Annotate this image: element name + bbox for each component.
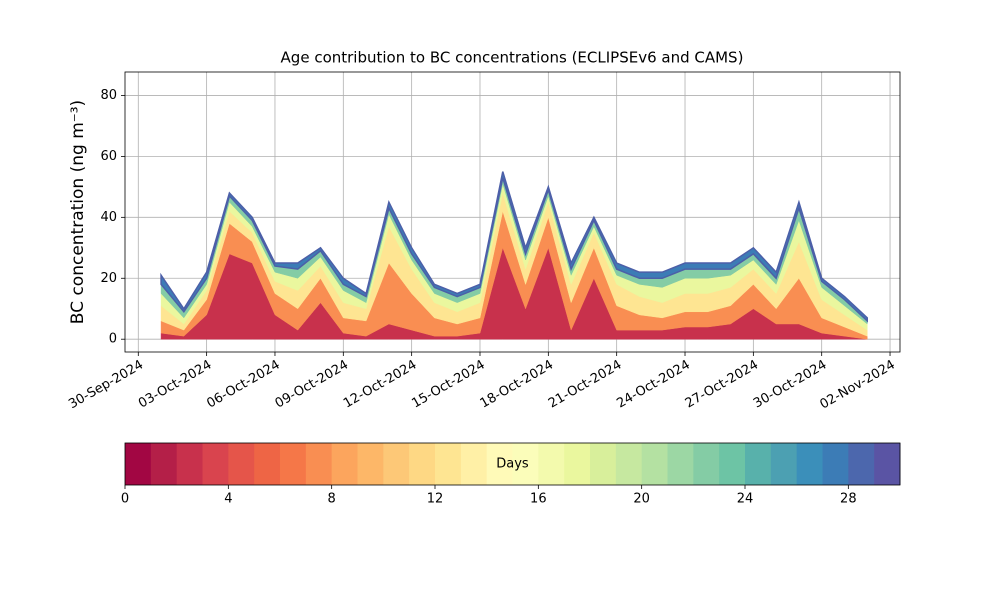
colorbar-cell [305,443,333,485]
colorbar-tick-label: 8 [328,492,336,507]
colorbar-cell [150,443,178,485]
colorbar-cell [512,443,539,485]
colorbar-tick-label: 28 [840,492,857,507]
colorbar-tick-label: 0 [121,492,129,507]
colorbar-cell [383,443,410,485]
x-tick-label: 18-Oct-2024 [478,358,556,412]
colorbar-cell [254,443,281,485]
colorbar-cell [357,443,384,485]
x-tick-label: 09-Oct-2024 [273,358,351,412]
colorbar-cell [202,443,229,485]
colorbar-cell [460,443,488,485]
x-tick-label: 12-Oct-2024 [341,358,419,412]
colorbar-cell [615,443,643,485]
colorbar-cell [874,443,901,485]
colorbar-cell [848,443,875,485]
colorbar-cell [176,443,203,485]
colorbar-cell [228,443,255,485]
x-tick-label: 30-Oct-2024 [751,358,829,412]
colorbar-tick-label: 12 [427,492,444,507]
x-tick-label: 24-Oct-2024 [614,358,692,412]
colorbar-cell [435,443,462,485]
colorbar-cell [745,443,772,485]
x-tick-label: 27-Oct-2024 [683,358,761,412]
x-tick-label: 03-Oct-2024 [136,358,214,412]
y-tick-label: 40 [100,210,117,225]
chart-title: Age contribution to BC concentrations (E… [281,49,744,67]
colorbar-cell [280,443,307,485]
colorbar-tick-label: 16 [530,492,547,507]
colorbar-cell [486,443,513,485]
colorbar-cell [564,443,591,485]
colorbar-cell [719,443,746,485]
colorbar-cell [822,443,849,485]
colorbar-cell [641,443,668,485]
colorbar-tick-label: 24 [737,492,754,507]
y-axis-label: BC concentration (ng m⁻³) [68,100,88,324]
x-tick-label: 15-Oct-2024 [409,358,487,412]
colorbar-cell [125,443,152,485]
plot-frame [124,71,901,353]
x-tick-label: 06-Oct-2024 [204,358,282,412]
x-tick-label: 30-Sep-2024 [66,358,146,413]
colorbar-cell [667,443,694,485]
y-tick-label: 60 [100,149,117,164]
y-tick-label: 20 [100,271,117,286]
colorbar-cell [770,443,798,485]
x-tick-label: 21-Oct-2024 [546,358,624,412]
y-tick-label: 80 [100,88,117,103]
colorbar-tick-label: 20 [633,492,650,507]
colorbar-cell [409,443,436,485]
area-layer [160,171,869,323]
colorbar-frame [124,442,901,486]
colorbar-tick-label: 4 [224,492,232,507]
colorbar-cell [331,443,358,485]
colorbar-label: Days [496,457,529,472]
colorbar-cell [796,443,823,485]
x-tick-label: 02-Nov-2024 [818,358,898,413]
y-tick-label: 0 [109,332,117,347]
colorbar-cell [693,443,720,485]
colorbar-cell [590,443,617,485]
colorbar-cell [538,443,565,485]
